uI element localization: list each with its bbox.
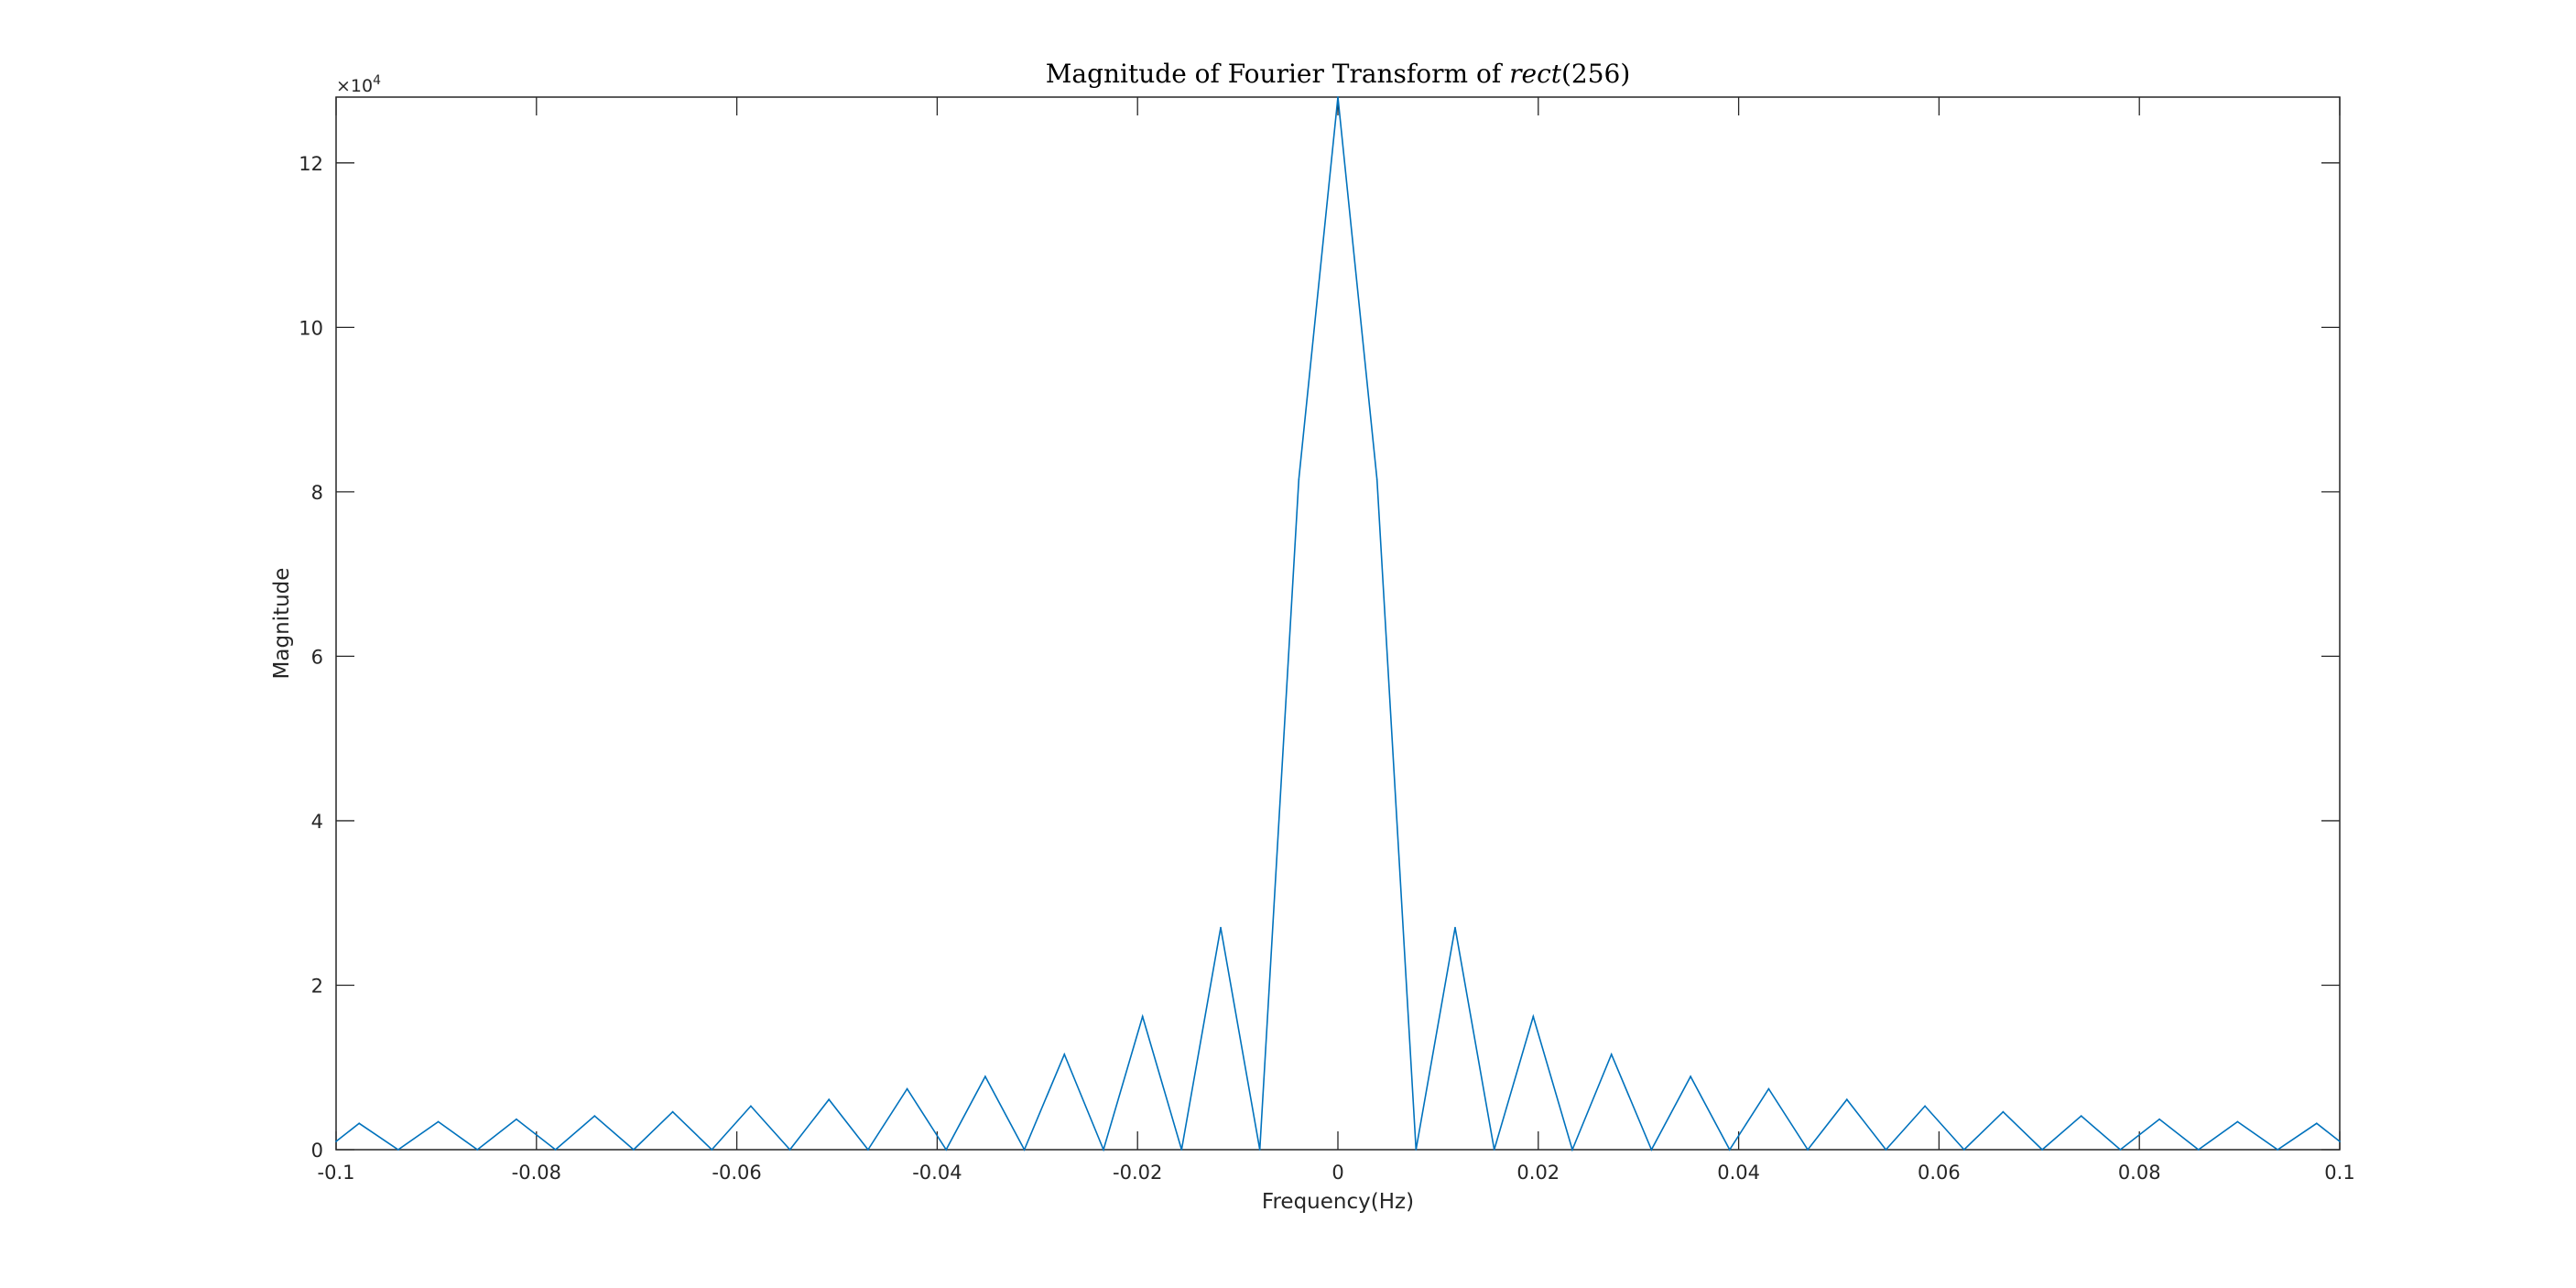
y-tick-label: 12 <box>299 153 323 175</box>
data-point <box>1220 926 1222 929</box>
data-point <box>2080 1115 2082 1118</box>
data-point <box>1063 1053 1066 1055</box>
x-tick-label: -0.06 <box>712 1162 761 1184</box>
data-point <box>397 1149 399 1151</box>
x-axis-label: Frequency(Hz) <box>1262 1190 1414 1214</box>
data-point <box>358 1122 361 1125</box>
data-point <box>711 1149 713 1151</box>
data-point <box>2041 1149 2044 1151</box>
data-point <box>2315 1122 2318 1125</box>
plot-area: -0.1 -0.08 -0.06 -0.04 -0.02 0 0.02 0.04 0.06 0.0… <box>299 96 2355 1184</box>
data-point <box>1610 1053 1613 1055</box>
data-point <box>593 1115 596 1118</box>
data-point <box>2277 1149 2279 1151</box>
data-point <box>633 1149 635 1151</box>
data-point <box>1650 1149 1653 1151</box>
y-tick-label: 6 <box>311 646 323 668</box>
data-point <box>750 1105 752 1108</box>
x-tick-label: 0.08 <box>2118 1162 2161 1184</box>
data-point <box>1454 926 1456 929</box>
data-point <box>1258 1149 1261 1151</box>
x-tick-label: -0.08 <box>512 1162 561 1184</box>
data-point <box>1493 1149 1495 1151</box>
x-tick-label: -0.04 <box>912 1162 962 1184</box>
data-point <box>1023 1149 1026 1151</box>
data-point <box>1807 1149 1809 1151</box>
x-tick-label: -0.1 <box>318 1162 355 1184</box>
y-axis-exponent: ×104 <box>336 73 381 96</box>
x-tick-label: 0.02 <box>1516 1162 1560 1184</box>
x-tick-label: 0.06 <box>1918 1162 1961 1184</box>
data-point <box>2002 1110 2005 1113</box>
data-point <box>1845 1098 1848 1101</box>
x-tick-label: 0.1 <box>2324 1162 2354 1184</box>
data-point <box>1885 1149 1887 1151</box>
data-point <box>1337 96 1339 98</box>
data-point <box>1415 1149 1418 1151</box>
data-point <box>1103 1149 1104 1151</box>
y-tick-label: 8 <box>311 482 323 504</box>
data-point <box>437 1120 440 1123</box>
data-point <box>516 1118 517 1120</box>
data-point <box>867 1149 869 1151</box>
chart-title: Magnitude of Fourier Transform of rect(2… <box>1046 59 1631 89</box>
data-point <box>554 1149 557 1151</box>
y-tick-label: 0 <box>311 1140 323 1162</box>
data-point <box>945 1149 948 1151</box>
y-tick-label: 2 <box>311 975 323 997</box>
data-point <box>1767 1087 1770 1090</box>
data-point <box>984 1075 986 1077</box>
x-tick-label: -0.02 <box>1113 1162 1162 1184</box>
y-tick-label: 4 <box>311 811 323 833</box>
data-point <box>2236 1120 2239 1123</box>
x-tick-label: 0.04 <box>1717 1162 1760 1184</box>
data-point <box>828 1098 831 1101</box>
data-point <box>1690 1075 1691 1077</box>
data-point <box>1298 478 1300 481</box>
data-point <box>1571 1149 1573 1151</box>
data-point <box>2119 1149 2122 1151</box>
y-axis-label: Magnitude <box>270 568 294 680</box>
data-point <box>1924 1105 1927 1108</box>
data-point <box>2197 1149 2200 1151</box>
data-point <box>335 1141 337 1142</box>
data-point <box>906 1087 908 1090</box>
data-point <box>1375 478 1378 481</box>
data-point <box>2339 1141 2341 1142</box>
data-point <box>1141 1015 1144 1018</box>
data-point <box>2158 1118 2161 1120</box>
data-point <box>1728 1149 1731 1151</box>
y-tick-label: 10 <box>299 317 323 339</box>
data-point <box>476 1149 479 1151</box>
data-point <box>1180 1149 1183 1151</box>
data-point <box>1962 1149 1965 1151</box>
data-point <box>1532 1015 1535 1018</box>
data-point <box>788 1149 791 1151</box>
x-tick-label: 0 <box>1331 1162 1343 1184</box>
data-point <box>671 1110 674 1113</box>
